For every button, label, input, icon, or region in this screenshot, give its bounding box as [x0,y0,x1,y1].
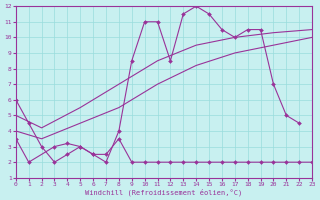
X-axis label: Windchill (Refroidissement éolien,°C): Windchill (Refroidissement éolien,°C) [85,188,243,196]
